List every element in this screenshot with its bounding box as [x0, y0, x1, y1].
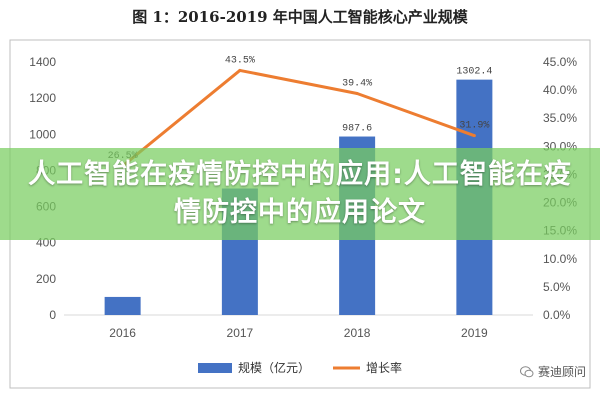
- legend-bar-label: 规模（亿元）: [238, 360, 310, 375]
- line-point: [238, 68, 242, 72]
- y-right-tick-label: 40.0%: [543, 83, 577, 97]
- watermark-text: 赛迪顾问: [537, 365, 586, 379]
- y-right-tick-label: 0.0%: [543, 308, 571, 322]
- wechat-icon: [519, 365, 534, 377]
- line-point: [472, 134, 476, 138]
- y-right-tick-label: 10.0%: [543, 252, 577, 266]
- y-left-tick-label: 200: [36, 272, 56, 286]
- line-value-label: 39.4%: [342, 78, 372, 89]
- y-right-tick-label: 5.0%: [543, 280, 571, 294]
- y-left-tick-label: 1000: [29, 127, 56, 141]
- y-left-tick-label: 0: [49, 308, 56, 322]
- y-left-tick-label: 1200: [29, 91, 56, 105]
- y-right-tick-label: 35.0%: [543, 111, 577, 125]
- bar-value-label: 987.6: [342, 124, 372, 135]
- y-left-tick-label: 1400: [29, 55, 56, 69]
- banner-text: 人工智能在疫情防控中的应用:人工智能在疫情防控中的应用论文: [28, 159, 572, 228]
- x-tick-label: 2017: [227, 326, 254, 340]
- line-value-label: 31.9%: [459, 121, 489, 132]
- x-tick-label: 2019: [461, 326, 488, 340]
- growth-rate-line: [121, 68, 475, 168]
- x-tick-label: 2016: [109, 326, 136, 340]
- legend: 规模（亿元） 增长率: [198, 360, 402, 375]
- line-point: [355, 91, 359, 95]
- line-value-label: 43.5%: [225, 55, 255, 66]
- bar: [104, 296, 141, 315]
- legend-bar-swatch: [198, 363, 232, 373]
- x-tick-label: 2018: [344, 326, 371, 340]
- watermark: 赛迪顾问: [519, 363, 586, 380]
- y-right-tick-label: 45.0%: [543, 55, 577, 69]
- overlay-banner: 人工智能在疫情防控中的应用:人工智能在疫情防控中的应用论文: [0, 148, 600, 240]
- legend-line-label: 增长率: [366, 360, 402, 375]
- chart-title: 图 1：2016-2019 年中国人工智能核心产业规模: [132, 8, 469, 26]
- bar-value-label: 1302.4: [456, 67, 492, 78]
